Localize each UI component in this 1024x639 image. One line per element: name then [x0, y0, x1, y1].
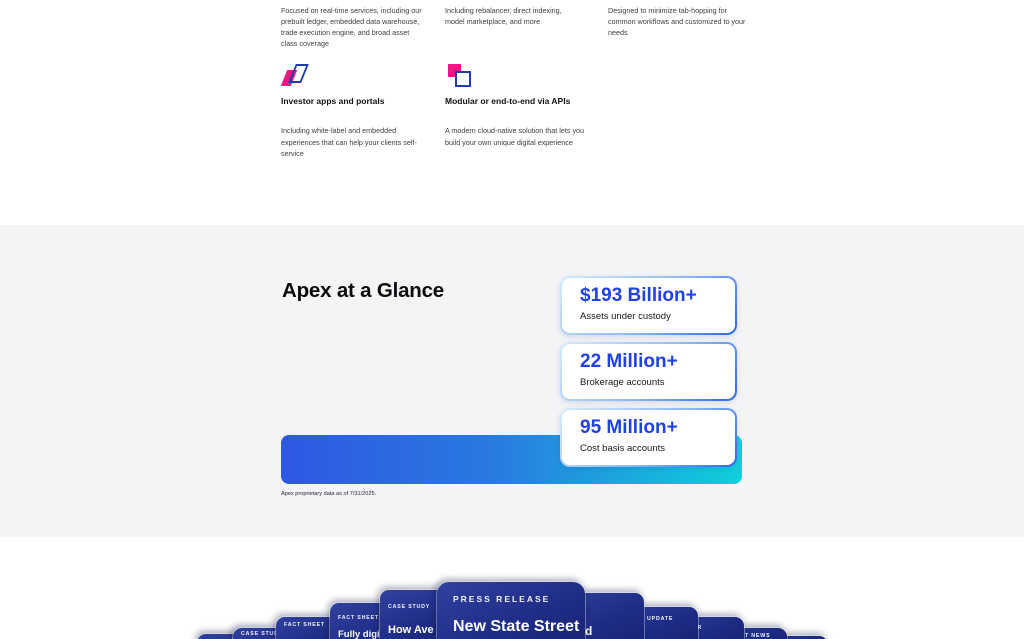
resource-card-press-release[interactable]: PRESS RELEASE New State Street: [437, 582, 585, 639]
data-footnote: Apex proprietary data as of 7/31/2025.: [281, 491, 377, 497]
feature-modular-apis: Modular or end-to-end via APIs A modern …: [445, 63, 591, 173]
card-headline: How Ave: [388, 624, 434, 636]
card-tag: PRESS RELEASE: [453, 594, 551, 604]
section-heading: Apex at a Glance: [282, 279, 445, 302]
apex-at-a-glance-section: Apex at a Glance $193 Billion+ Assets un…: [0, 225, 1024, 537]
resource-card-case-study[interactable]: CASE STUDY: [233, 628, 305, 639]
stat-card-assets-under-custody: $193 Billion+ Assets under custody: [560, 276, 737, 335]
investor-apps-icon: [280, 63, 311, 89]
feature-description: A modern cloud-native solution that lets…: [445, 126, 585, 147]
card-headline: d: [585, 624, 593, 638]
feature-description: Including white-label and embedded exper…: [281, 126, 417, 158]
card-tag: CASE STUDY: [388, 604, 431, 610]
card-tag: CASE STUDY: [241, 631, 284, 637]
resource-card[interactable]: [751, 636, 828, 639]
resource-card-news[interactable]: T NEWS: [706, 628, 787, 639]
card-headline: New State Street: [453, 618, 580, 635]
feature-title: Investor apps and portals: [281, 96, 385, 106]
card-tag: UPDATE: [647, 616, 674, 622]
card-headline: Fully digi: [338, 629, 380, 639]
stat-value: 95 Million+: [580, 417, 678, 438]
resource-card[interactable]: [197, 634, 267, 639]
intro-column-3-text: Designed to minimize tab-hopping for com…: [608, 6, 746, 38]
stat-value: 22 Million+: [580, 351, 678, 372]
stat-value: $193 Billion+: [580, 285, 697, 306]
stat-card-brokerage-accounts: 22 Million+ Brokerage accounts: [560, 342, 737, 401]
modular-apis-icon-blue-square: [455, 71, 471, 87]
stat-label: Cost basis accounts: [580, 443, 666, 454]
card-tag: FACT SHEET: [284, 622, 325, 628]
card-tag: FACT SHEET: [338, 615, 379, 621]
intro-column-1-text: Focused on real-time services, including…: [281, 6, 422, 49]
feature-investor-apps: Investor apps and portals Including whit…: [280, 63, 427, 173]
card-tag: T NEWS: [745, 633, 771, 639]
feature-title: Modular or end-to-end via APIs: [445, 96, 571, 106]
modular-apis-icon: [447, 63, 475, 89]
stat-card-cost-basis-accounts: 95 Million+ Cost basis accounts: [560, 408, 737, 467]
intro-column-2-text: Including rebalancer, direct indexing, m…: [445, 6, 562, 27]
stat-label: Assets under custody: [580, 311, 671, 322]
stat-label: Brokerage accounts: [580, 377, 665, 388]
investor-apps-icon-blue-shape: [288, 64, 309, 83]
